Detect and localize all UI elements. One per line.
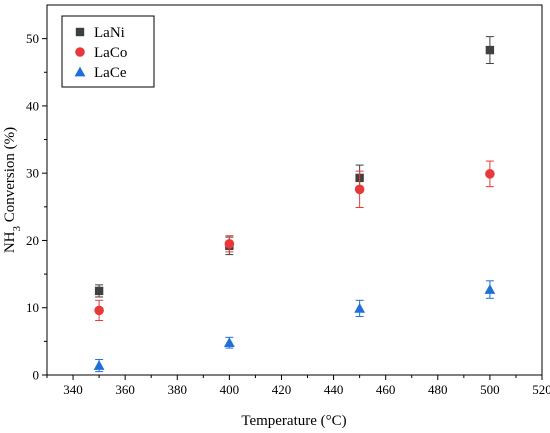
data-point [354,303,366,313]
x-tick-label: 360 [115,382,135,397]
x-tick-label: 400 [220,382,240,397]
legend-marker [75,47,85,57]
series-lace [93,280,496,373]
legend-label: LaNi [94,25,125,41]
y-tick-label: 50 [26,31,39,46]
series-laco [94,160,495,322]
legend-label: LaCo [94,45,127,61]
x-tick-label: 500 [480,382,500,397]
data-layer [93,36,496,373]
y-tick-label: 0 [33,368,40,383]
y-axis: 0 10 20 30 40 50 [26,31,47,383]
data-point [485,169,495,179]
plot-frame [46,4,543,376]
y-axis-title: NH3 Conversion (%) [2,127,23,253]
y-axis-title-part: Conversion (%) [2,127,18,226]
y-axis-title-subscript: 3 [11,225,23,231]
series-lani [94,36,495,298]
legend: LaNi LaCo LaCe [61,15,155,88]
legend-marker [75,27,85,37]
x-axis: 340 360 380 400 420 440 460 480 500 520 [46,375,550,397]
x-tick-label: 380 [168,382,188,397]
y-tick-label: 10 [26,300,39,315]
y-tick-label: 30 [26,166,39,181]
x-tick-label: 460 [376,382,396,397]
x-tick-label: 520 [532,382,550,397]
data-point [484,284,496,294]
y-tick-label: 40 [26,98,39,113]
data-point [94,286,104,296]
data-point [354,184,365,195]
y-tick-label: 20 [26,233,39,248]
y-axis-title-part: NH [2,231,18,253]
data-point [223,337,235,348]
legend-label: LaCe [94,65,127,81]
x-tick-label: 420 [272,382,292,397]
data-point [224,239,235,249]
x-axis-title: Temperature (°C) [241,413,346,429]
x-tick-label: 340 [63,382,83,397]
x-tick-label: 440 [324,382,344,397]
data-point [93,360,105,370]
data-point [94,305,104,316]
data-point [485,45,495,55]
legend-marker [74,66,86,77]
x-tick-label: 480 [428,382,448,397]
